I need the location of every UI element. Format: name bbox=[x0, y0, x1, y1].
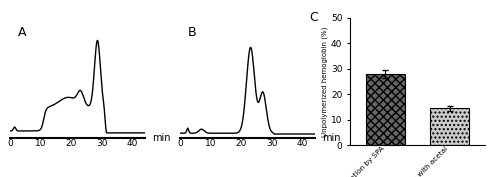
Y-axis label: Unpolymerized hemoglobin (%): Unpolymerized hemoglobin (%) bbox=[322, 26, 328, 137]
Bar bbox=[366, 74, 405, 145]
Bar bbox=[430, 108, 469, 145]
Text: C: C bbox=[310, 11, 318, 24]
Text: A: A bbox=[18, 26, 26, 39]
Text: min: min bbox=[322, 133, 340, 143]
Text: B: B bbox=[188, 26, 196, 39]
Text: min: min bbox=[152, 133, 171, 143]
